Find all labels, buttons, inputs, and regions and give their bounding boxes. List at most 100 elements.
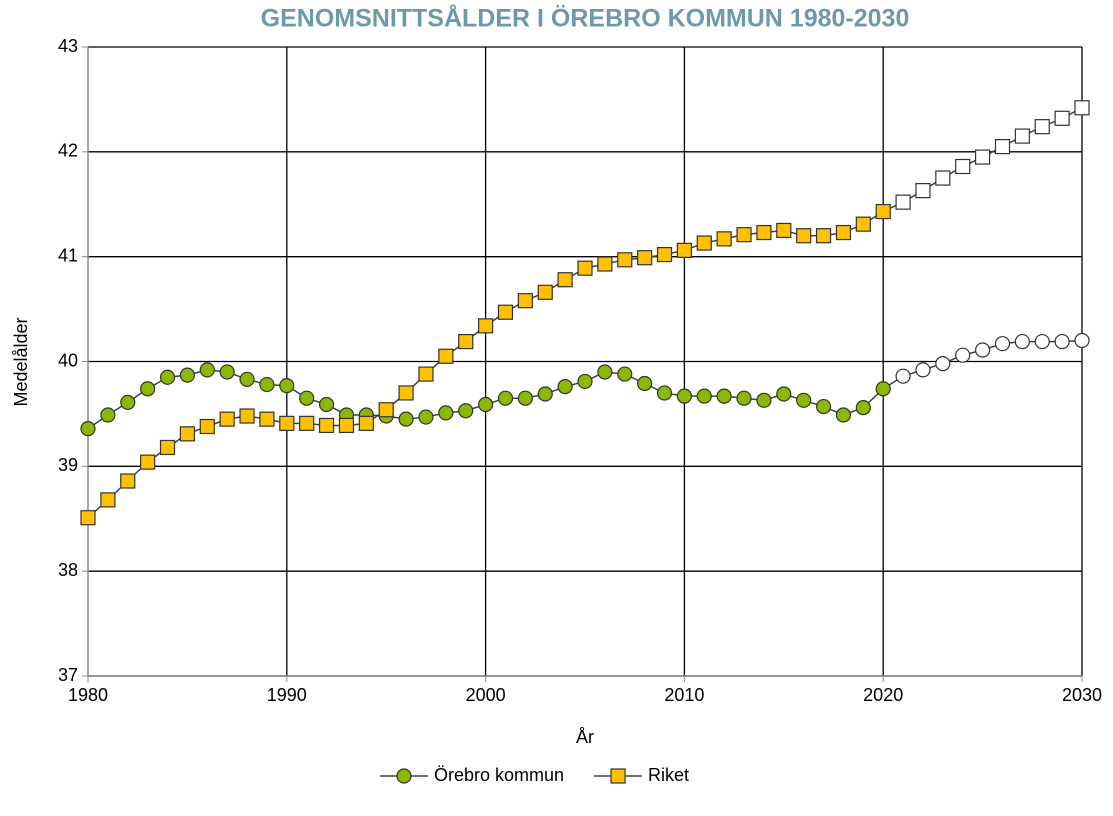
data-point [219, 411, 235, 427]
legend-label: Örebro kommun [434, 765, 564, 785]
y-tick-label: 37 [58, 665, 78, 685]
data-point [557, 379, 573, 395]
chart-title: GENOMSNITTSÅLDER I ÖREBRO KOMMUN 1980-20… [261, 4, 910, 33]
data-point [537, 386, 553, 402]
data-point [656, 246, 673, 263]
data-point [835, 224, 852, 241]
data-point [796, 228, 812, 244]
data-point [1014, 128, 1030, 144]
data-point [656, 385, 673, 401]
data-point [318, 396, 335, 413]
data-point [299, 390, 315, 406]
data-point [80, 420, 96, 437]
data-point [577, 373, 593, 390]
data-point [120, 394, 136, 410]
data-point [676, 388, 693, 404]
data-point [497, 390, 514, 406]
data-point [199, 418, 215, 435]
data-point [398, 411, 414, 427]
x-tick-label: 2000 [466, 685, 506, 705]
data-point [338, 417, 355, 434]
x-tick-label: 1980 [68, 685, 108, 705]
data-point [418, 409, 434, 425]
data-point [100, 407, 116, 423]
data-point [835, 407, 852, 423]
data-point [438, 348, 454, 364]
y-axis-label: Medelålder [11, 317, 31, 406]
data-point [637, 250, 653, 266]
legend-marker [396, 768, 412, 784]
data-point [438, 405, 454, 421]
data-point [517, 390, 533, 406]
data-point [279, 415, 295, 431]
data-point [994, 336, 1011, 352]
data-point [855, 216, 871, 232]
data-point [478, 318, 494, 334]
data-point [756, 392, 772, 408]
data-point [259, 411, 275, 427]
data-point [617, 252, 633, 268]
x-axis-label: År [576, 727, 594, 747]
data-point [955, 347, 971, 363]
series-line [87, 107, 1083, 519]
data-point [1014, 333, 1030, 350]
data-point [974, 149, 991, 165]
data-point [637, 375, 653, 392]
data-point [199, 362, 215, 378]
data-point [517, 293, 533, 309]
data-point [716, 231, 732, 247]
data-point [994, 138, 1011, 155]
data-point [1034, 333, 1050, 350]
data-point [597, 256, 613, 272]
data-point [140, 454, 156, 470]
data-point [935, 355, 951, 372]
data-point [756, 224, 772, 241]
data-point [418, 366, 434, 382]
data-point [815, 398, 832, 415]
data-point [398, 385, 414, 401]
data-point [955, 158, 971, 175]
y-tick-label: 43 [58, 36, 78, 56]
data-point [219, 364, 235, 380]
data-point [358, 415, 374, 431]
data-point [1074, 332, 1090, 349]
x-tick-label: 2010 [664, 685, 704, 705]
y-tick-label: 42 [58, 141, 78, 161]
data-point [179, 367, 195, 383]
data-point [915, 183, 931, 199]
data-point [875, 381, 891, 397]
data-point [299, 415, 315, 431]
data-point [80, 510, 96, 526]
data-point [478, 396, 494, 413]
data-point [159, 439, 176, 456]
data-point [776, 386, 792, 402]
x-tick-label: 2030 [1062, 685, 1102, 705]
data-point [259, 376, 275, 393]
data-point [140, 381, 156, 397]
data-point [1054, 110, 1070, 126]
y-tick-label: 40 [58, 350, 78, 370]
data-point [120, 473, 136, 489]
data-point [696, 388, 712, 404]
data-point [239, 371, 255, 387]
data-point [915, 362, 931, 378]
data-point [895, 194, 911, 210]
x-tick-label: 1990 [267, 685, 307, 705]
data-point [815, 228, 832, 244]
data-point [1034, 119, 1050, 135]
data-point [1054, 333, 1070, 350]
data-point [100, 492, 116, 508]
x-tick-label: 2020 [863, 685, 903, 705]
data-point [716, 388, 732, 404]
data-point [577, 260, 593, 276]
data-point [875, 203, 891, 220]
data-point [279, 378, 295, 394]
data-point [974, 342, 991, 358]
data-point [736, 227, 752, 243]
data-point [935, 170, 951, 186]
data-point [597, 364, 613, 380]
data-point [855, 400, 871, 416]
data-point [159, 369, 176, 385]
y-tick-label: 39 [58, 455, 78, 475]
